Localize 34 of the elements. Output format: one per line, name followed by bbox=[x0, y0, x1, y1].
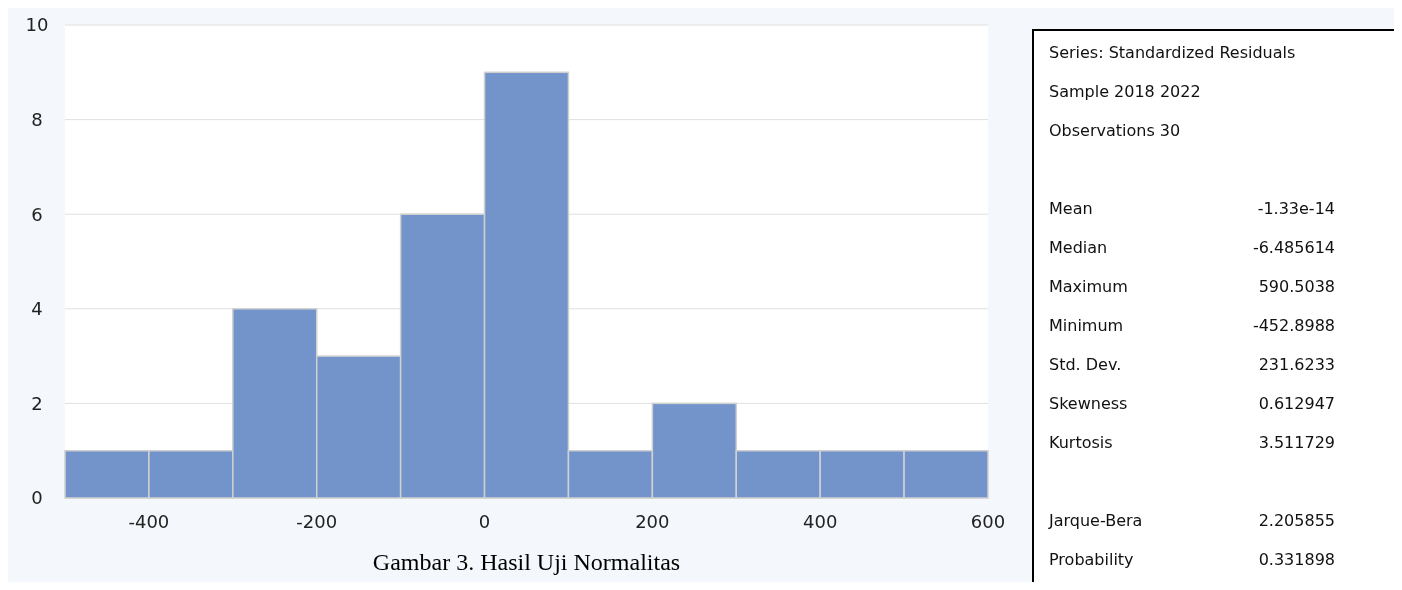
x-tick-label: -400 bbox=[128, 511, 170, 532]
text: 0.612947 bbox=[1258, 394, 1335, 413]
text: 231.6233 bbox=[1258, 355, 1335, 374]
y-tick-label: 0 bbox=[31, 487, 43, 509]
text: Median bbox=[1049, 238, 1108, 257]
text: Probability bbox=[1049, 550, 1134, 569]
text: Maximum bbox=[1049, 277, 1128, 296]
text: 0.331898 bbox=[1258, 550, 1335, 569]
text: Mean bbox=[1049, 199, 1093, 218]
text: Series: Standardized Residuals bbox=[1049, 43, 1296, 62]
text: 2.205855 bbox=[1258, 511, 1335, 530]
text: Jarque-Bera bbox=[1048, 511, 1143, 530]
text: -6.485614 bbox=[1252, 238, 1335, 257]
text: 590.5038 bbox=[1258, 277, 1335, 296]
y-tick-label: 10 bbox=[25, 14, 49, 36]
y-tick-label: 4 bbox=[31, 298, 43, 320]
text: -1.33e-14 bbox=[1257, 199, 1335, 218]
text: Kurtosis bbox=[1049, 433, 1113, 452]
y-tick-label: 6 bbox=[31, 203, 43, 225]
x-tick-label: 0 bbox=[478, 511, 491, 532]
y-tick-label: 8 bbox=[31, 108, 43, 130]
text: Minimum bbox=[1049, 316, 1124, 335]
text: Gambar 3. Hasil Uji Normalitas bbox=[372, 549, 681, 575]
text: 3.511729 bbox=[1258, 433, 1335, 452]
x-tick-label: -200 bbox=[296, 511, 338, 532]
text: Sample 2018 2022 bbox=[1049, 82, 1201, 101]
text: Observations 30 bbox=[1049, 121, 1181, 140]
text: Skewness bbox=[1049, 394, 1128, 413]
text: -452.8988 bbox=[1252, 316, 1335, 335]
x-tick-label: 200 bbox=[635, 511, 670, 532]
y-tick-label: 2 bbox=[31, 392, 43, 414]
x-tick-label: 400 bbox=[803, 511, 838, 532]
text: Std. Dev. bbox=[1049, 355, 1122, 374]
x-tick-label: 600 bbox=[970, 511, 1006, 532]
